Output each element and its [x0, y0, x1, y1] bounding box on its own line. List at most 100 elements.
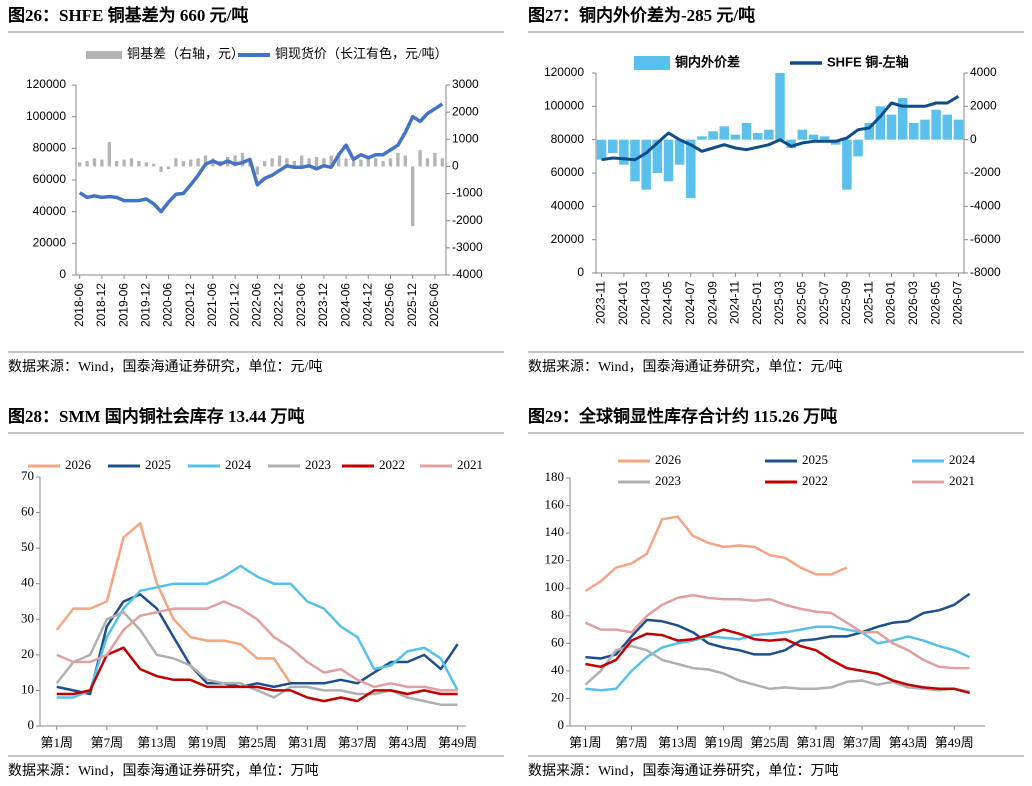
x-tick-label: 2026-05 — [928, 281, 942, 325]
x-tick-label: 2024-07 — [683, 281, 697, 325]
legend-label: 铜现货价（长江有色，元/吨） — [275, 46, 448, 61]
bar — [953, 119, 964, 140]
y-tick-label: 160 — [545, 497, 565, 512]
legend-label: 2026 — [655, 452, 682, 467]
bar — [897, 98, 908, 140]
bar — [396, 152, 400, 167]
y2-tick-label: -4000 — [452, 267, 483, 281]
bar — [196, 158, 200, 167]
legend-label: 2025 — [145, 457, 171, 472]
x-tick-label: 2022-06 — [249, 283, 263, 327]
bar — [255, 166, 259, 175]
x-tick-label: 2023-06 — [294, 283, 308, 327]
y-tick-label: 20 — [21, 646, 34, 661]
bar — [107, 142, 111, 167]
y2-tick-label: 1000 — [452, 131, 479, 145]
x-tick-label: 2024-03 — [638, 281, 652, 325]
bar — [314, 156, 319, 167]
bar — [388, 158, 393, 167]
x-tick-label: 2024-12 — [360, 283, 374, 327]
bar — [752, 133, 763, 140]
legend-label: 2026 — [65, 457, 92, 472]
bar — [786, 139, 796, 148]
bar — [181, 161, 185, 167]
x-tick-label: 第19周 — [704, 735, 743, 750]
source-note: 数据来源：Wind，国泰海通证券研究，单位：万吨 — [528, 763, 839, 779]
x-tick-label: 第13周 — [658, 735, 697, 750]
bar — [909, 123, 919, 140]
series-line — [585, 628, 970, 695]
bar — [708, 131, 718, 140]
bar — [741, 123, 752, 140]
x-tick-label: 第37周 — [338, 735, 377, 750]
x-tick-label: 2021-06 — [205, 283, 219, 327]
bar — [730, 134, 741, 140]
y2-tick-label: 3000 — [452, 77, 479, 91]
series-line — [601, 95, 960, 162]
y-tick-label: 20000 — [33, 236, 67, 250]
legend-label: SHFE 铜-左轴 — [827, 54, 909, 69]
x-tick-label: 第49周 — [438, 735, 477, 750]
y2-tick-label: -2000 — [452, 213, 483, 227]
bar — [166, 166, 171, 170]
legend-label: 2024 — [949, 452, 976, 467]
bar — [351, 161, 356, 167]
bar — [425, 158, 430, 167]
x-tick-label: 2023-11 — [594, 281, 608, 324]
bar — [381, 161, 385, 167]
y2-tick-label: 4000 — [970, 65, 997, 79]
bar — [85, 161, 89, 167]
x-tick-label: 2026-06 — [427, 283, 441, 327]
bar — [300, 155, 304, 167]
legend-label: 铜基差（右轴，元） — [127, 46, 244, 61]
x-tick-label: 2024-06 — [338, 283, 352, 327]
y2-tick-label: -6000 — [970, 232, 1001, 246]
bar — [641, 139, 651, 190]
legend-label: 2021 — [457, 457, 483, 472]
bar — [920, 119, 930, 140]
bar — [440, 158, 444, 167]
x-tick-label: 2025-07 — [817, 281, 831, 325]
bar — [819, 136, 830, 140]
series-line — [585, 625, 971, 692]
series-line — [56, 646, 458, 703]
bar — [292, 161, 296, 167]
y-tick-label: 120000 — [26, 77, 66, 91]
y-tick-label: 0 — [577, 265, 584, 279]
y-tick-label: 70 — [21, 468, 34, 483]
bar — [374, 158, 378, 167]
y-tick-label: 0 — [558, 717, 565, 732]
bar — [159, 166, 163, 172]
bar — [270, 158, 274, 167]
bar — [719, 126, 729, 140]
x-tick-label: 2022-12 — [272, 283, 286, 327]
y-tick-label: 60000 — [551, 165, 585, 179]
legend-label: 2024 — [225, 457, 252, 472]
x-tick-label: 第7周 — [615, 735, 648, 750]
y2-tick-label: 0 — [452, 159, 459, 173]
bar — [433, 152, 437, 167]
y2-tick-label: -8000 — [970, 265, 1001, 279]
y-tick-label: 40 — [21, 575, 34, 590]
y-tick-label: 80000 — [551, 132, 585, 146]
x-tick-label: 第1周 — [40, 735, 73, 750]
x-tick-label: 2019-06 — [116, 283, 130, 327]
y2-tick-label: -3000 — [452, 240, 483, 254]
bar — [853, 139, 863, 157]
y-tick-label: 30 — [21, 610, 34, 625]
bar — [122, 159, 126, 167]
x-tick-label: 第31周 — [288, 735, 327, 750]
x-tick-label: 2020-06 — [161, 283, 175, 327]
bar — [886, 114, 897, 140]
bar — [329, 155, 333, 167]
x-tick-label: 第49周 — [935, 735, 974, 750]
series-line — [584, 593, 970, 670]
bar — [285, 158, 289, 167]
x-tick-label: 2019-12 — [138, 283, 152, 327]
legend-swatch — [634, 56, 670, 70]
bar — [100, 159, 104, 167]
bar — [240, 152, 245, 167]
x-tick-label: 2024-05 — [661, 281, 675, 325]
series-line — [55, 521, 292, 684]
